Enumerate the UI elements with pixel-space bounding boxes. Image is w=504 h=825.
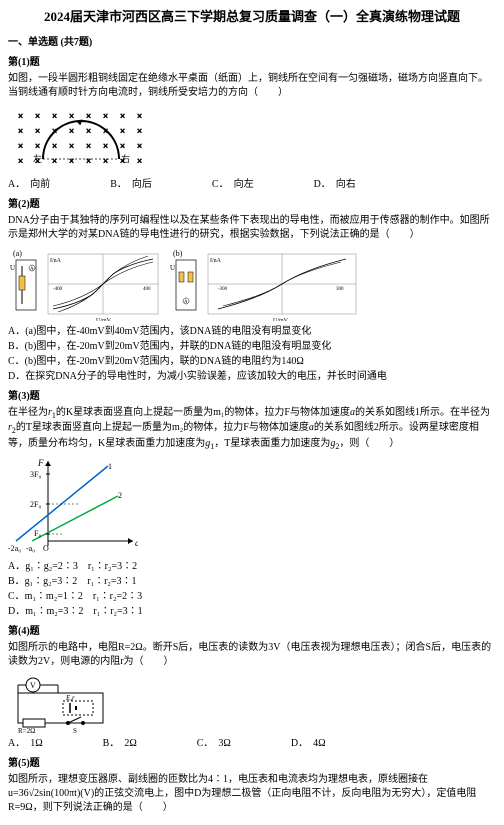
q4-body: 如图所示的电路中，电阻R=2Ω。断开S后，电压表的读数为3V（电压表视为理想电压… <box>8 641 496 669</box>
svg-text:×: × <box>18 156 23 166</box>
svg-text:A: A <box>30 267 34 272</box>
svg-text:×: × <box>18 126 23 136</box>
section-heading: 一、单选题 (共7题) <box>8 36 496 50</box>
svg-text:×: × <box>137 156 142 166</box>
svg-text:(b): (b) <box>173 249 183 258</box>
svg-text:×: × <box>86 156 91 166</box>
svg-text:1: 1 <box>108 462 112 471</box>
q2-opt-d: D．在探究DNA分子的导电性时，为减小实验误差，应该加较大的电压，并长时间通电 <box>8 370 496 384</box>
svg-text:2: 2 <box>118 491 122 500</box>
q1-opt-c: C． 向左 <box>212 178 254 192</box>
svg-text:×: × <box>86 111 91 121</box>
svg-text:×: × <box>35 111 40 121</box>
q2-head: 第(2)题 <box>8 198 496 212</box>
q4-head: 第(4)题 <box>8 625 496 639</box>
q3-opt-c: C．m₁∶m₂=1∶2 r₁∶r₂=2∶3 <box>8 590 496 604</box>
svg-text:×: × <box>69 111 74 121</box>
q4-opt-a: A． 1Ω <box>8 737 43 751</box>
svg-text:×: × <box>103 141 108 151</box>
svg-text:×: × <box>18 111 23 121</box>
svg-text:×: × <box>120 141 125 151</box>
q1-opt-a: A． 向前 <box>8 178 50 192</box>
q3-opt-d: D．m₁∶m₂=3∶2 r₁∶r₂=3∶1 <box>8 605 496 619</box>
q1-figure: ×××××××× ×××××××× ×××××××× ×××××××× 左 右 <box>8 104 496 174</box>
svg-text:U/mV: U/mV <box>96 318 112 321</box>
svg-text:-2a₀: -2a₀ <box>8 544 21 553</box>
svg-text:(a): (a) <box>13 249 22 258</box>
svg-text:×: × <box>52 156 57 166</box>
svg-text:400: 400 <box>143 287 151 292</box>
q2-figure: (a) U A U/mV I/nA -400 400 (b) U A <box>8 246 496 321</box>
q1-head: 第(1)题 <box>8 56 496 70</box>
q2-opt-a: A．(a)图中，在-40mV到40mV范围内，该DNA链的电阻没有明显变化 <box>8 325 496 339</box>
svg-text:300: 300 <box>336 287 344 292</box>
svg-text:×: × <box>35 126 40 136</box>
svg-text:U: U <box>10 264 15 272</box>
q2-opt-b: B．(b)图中，在-20mV到20mV范围内，并联的DNA链的电阻没有明显变化 <box>8 340 496 354</box>
svg-text:a: a <box>135 538 138 548</box>
q4-opt-d: D． 4Ω <box>291 737 326 751</box>
q2-body: DNA分子由于其独特的序列可编程性以及在某些条件下表现出的导电性，而被应用于传感… <box>8 214 496 242</box>
q3-opt-b: B．g₁∶g₂=3∶2 r₁∶r₂=3∶1 <box>8 575 496 589</box>
svg-text:-400: -400 <box>53 287 63 292</box>
q5-head: 第(5)题 <box>8 757 496 771</box>
q2-options: A．(a)图中，在-40mV到40mV范围内，该DNA链的电阻没有明显变化 B．… <box>8 325 496 384</box>
svg-text:×: × <box>69 156 74 166</box>
q1-options: A． 向前 B． 向后 C． 向左 D． 向右 <box>8 178 496 192</box>
svg-text:E,r: E,r <box>65 694 75 702</box>
q1-opt-b: B． 向后 <box>110 178 152 192</box>
svg-text:2F₀: 2F₀ <box>30 500 41 509</box>
q4-opt-c: C． 3Ω <box>197 737 231 751</box>
page-title: 2024届天津市河西区高三下学期总复习质量调查（一）全真演练物理试题 <box>8 8 496 26</box>
svg-text:A: A <box>184 300 188 305</box>
q1-label-right: 右 <box>121 153 130 164</box>
svg-text:×: × <box>69 126 74 136</box>
svg-text:×: × <box>103 111 108 121</box>
q1-body: 如图，一段半圆形粗铜线固定在绝缘水平桌面（纸面）上，铜线所在空间有一匀强磁场，磁… <box>8 72 496 100</box>
svg-text:×: × <box>52 111 57 121</box>
q3-opt-a: A．g₁∶g₂=2∶3 r₁∶r₂=3∶2 <box>8 560 496 574</box>
svg-text:I/nA: I/nA <box>210 258 222 264</box>
q2-opt-c: C．(b)图中，在-20mV到20mV范围内，联的DNA链的电阻约为140Ω <box>8 355 496 369</box>
svg-text:×: × <box>86 126 91 136</box>
svg-text:×: × <box>18 141 23 151</box>
svg-text:×: × <box>137 141 142 151</box>
svg-text:×: × <box>137 126 142 136</box>
svg-text:V: V <box>30 681 36 690</box>
svg-text:R=2Ω: R=2Ω <box>18 727 35 733</box>
q1-label-left: 左 <box>33 153 42 164</box>
q4-figure: V E,r R=2Ω S <box>8 673 496 733</box>
q1-opt-d: D． 向右 <box>314 178 356 192</box>
q4-options: A． 1Ω B． 2Ω C． 3Ω D． 4Ω <box>8 737 496 751</box>
svg-text:I/nA: I/nA <box>50 258 62 264</box>
svg-text:F: F <box>37 458 44 468</box>
svg-text:×: × <box>52 141 57 151</box>
svg-text:-a₀: -a₀ <box>26 544 35 553</box>
svg-text:×: × <box>120 111 125 121</box>
svg-text:×: × <box>69 141 74 151</box>
q5-body: 如图所示，理想变压器原、副线圈的匝数比为4∶1，电压表和电流表均为理想电表，原线… <box>8 773 496 815</box>
svg-text:×: × <box>103 156 108 166</box>
q3-head: 第(3)题 <box>8 390 496 404</box>
svg-text:O: O <box>43 544 49 553</box>
svg-text:F₀: F₀ <box>34 529 41 538</box>
svg-text:-300: -300 <box>218 287 228 292</box>
svg-text:×: × <box>120 126 125 136</box>
svg-text:×: × <box>86 141 91 151</box>
q3-options: A．g₁∶g₂=2∶3 r₁∶r₂=3∶2 B．g₁∶g₂=3∶2 r₁∶r₂=… <box>8 560 496 619</box>
q3-body: 在半径为r1的K星球表面竖直向上提起一质量为m₁的物体，拉力F与物体加速度a的关… <box>8 406 496 452</box>
svg-text:S: S <box>73 727 77 733</box>
q3-figure: a F 1 2 -2a₀ -a₀ O 3F₀ 2F₀ F₀ <box>8 456 496 556</box>
svg-text:U/mV: U/mV <box>273 318 289 321</box>
q4-opt-b: B． 2Ω <box>103 737 137 751</box>
svg-text:3F₀: 3F₀ <box>30 470 41 479</box>
svg-text:×: × <box>35 141 40 151</box>
svg-text:×: × <box>137 111 142 121</box>
svg-text:U: U <box>170 264 175 272</box>
